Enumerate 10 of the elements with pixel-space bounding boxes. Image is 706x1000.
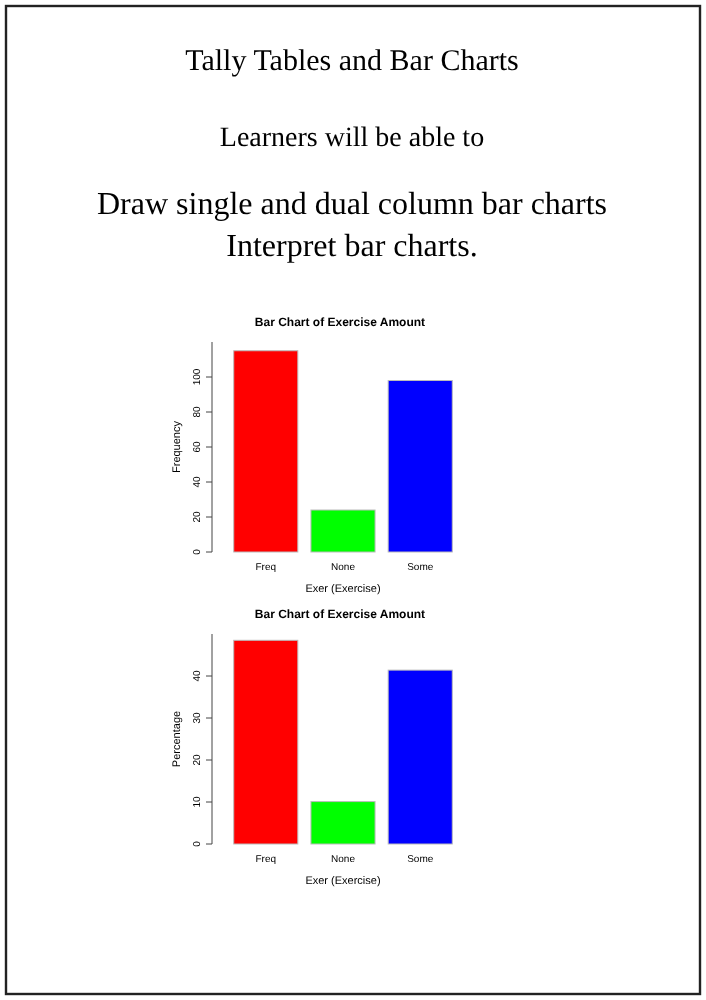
bar	[233, 350, 299, 553]
text: Tally Tables and Bar Charts	[185, 46, 520, 78]
bar	[387, 669, 453, 845]
bar	[387, 380, 453, 553]
bar	[233, 639, 299, 845]
text: Interpret bar charts.	[226, 230, 478, 264]
bar	[310, 801, 376, 845]
text: Draw single and dual column bar charts	[96, 188, 608, 222]
text: Learners will be able to	[219, 124, 485, 154]
bar	[310, 509, 376, 553]
